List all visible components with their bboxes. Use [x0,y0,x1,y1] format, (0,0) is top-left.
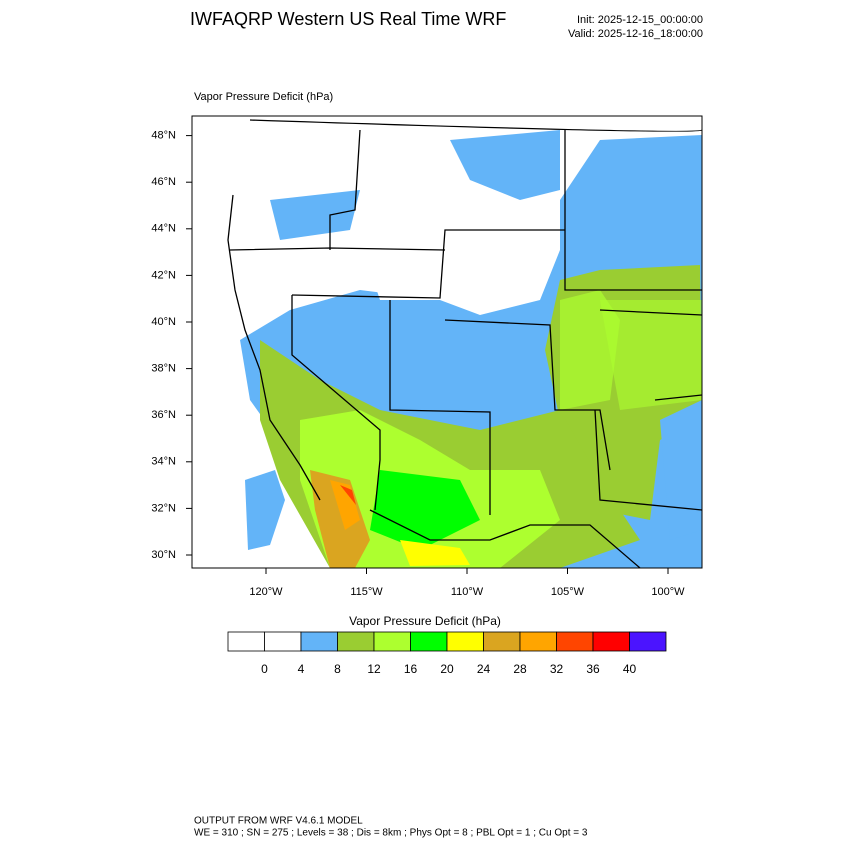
colorbar-box [227,631,265,652]
colorbar-label: 12 [367,662,381,676]
lat-label: 34°N [151,456,176,468]
colorbar-box [446,631,484,652]
lat-label: 42°N [151,269,176,281]
colorbar-label: 24 [477,662,491,676]
map [192,116,702,568]
colorbar-label: 4 [298,662,305,676]
colorbar-box [556,631,594,652]
colorbar-box [519,631,557,652]
lon-label: 105°W [551,586,585,598]
colorbar-box [300,631,338,652]
colorbar-label: 40 [623,662,637,676]
lon-label: 115°W [350,586,383,598]
lat-label: 44°N [151,223,176,235]
footer-line: OUTPUT FROM WRF V4.6.1 MODEL [194,816,363,827]
init-time: Init: 2025-12-15_00:00:00 [577,14,703,26]
colorbar-box [410,631,448,652]
colorbar-box [337,631,375,652]
map-frame [191,115,703,569]
colorbar-label: 32 [550,662,564,676]
page-title: IWFAQRP Western US Real Time WRF [190,9,506,29]
map-title: Vapor Pressure Deficit (hPa) [194,91,333,103]
lat-label: 48°N [151,130,176,142]
lon-label: 110°W [451,586,484,598]
lat-label: 32°N [151,502,176,514]
colorbar-title: Vapor Pressure Deficit (hPa) [349,614,501,628]
lat-label: 30°N [151,549,176,561]
colorbar-box [629,631,667,652]
lat-label: 40°N [151,316,176,328]
colorbar-box [264,631,302,652]
lat-label: 46°N [151,176,176,188]
colorbar-box [592,631,630,652]
lon-label: 100°W [651,586,685,598]
lat-label: 38°N [151,363,176,375]
colorbar-box [483,631,521,652]
valid-time: Valid: 2025-12-16_18:00:00 [568,28,703,40]
colorbar-label: 0 [261,662,268,676]
colorbar-label: 8 [334,662,341,676]
lon-label: 120°W [249,586,283,598]
colorbar-label: 36 [586,662,600,676]
colorbar-label: 20 [440,662,454,676]
colorbar-box [373,631,411,652]
colorbar-label: 28 [513,662,527,676]
footer-line: WE = 310 ; SN = 275 ; Levels = 38 ; Dis … [194,828,588,839]
colorbar-label: 16 [404,662,418,676]
lat-label: 36°N [151,409,176,421]
